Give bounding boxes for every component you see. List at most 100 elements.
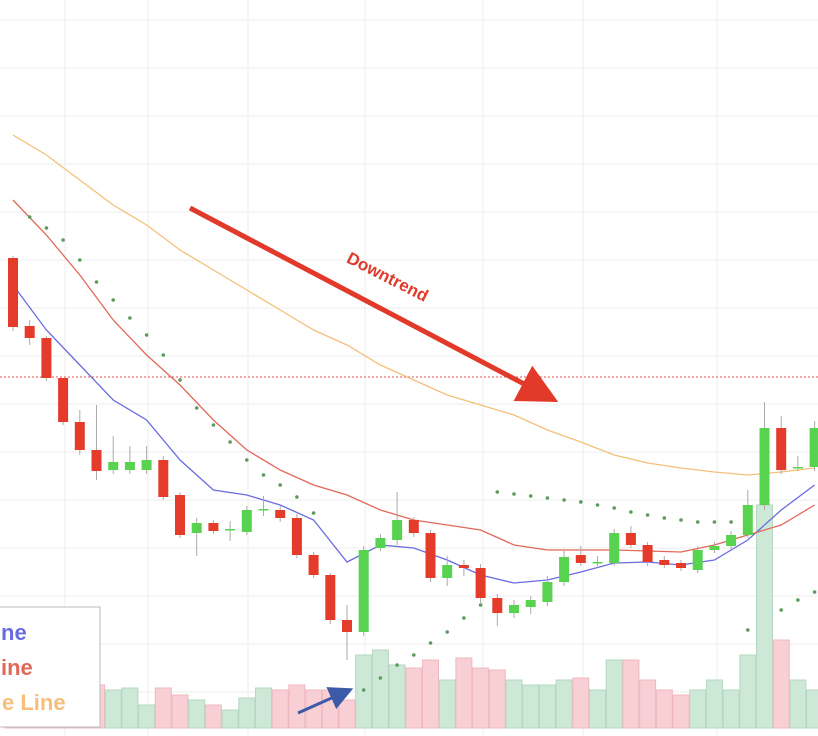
candle-body: [659, 560, 670, 565]
volume-bar: [522, 684, 540, 729]
psar-dot: [94, 280, 99, 284]
psar-dot: [194, 406, 199, 410]
legend-label: ine: [1, 655, 33, 680]
candle-body: [792, 467, 803, 469]
candle-body: [74, 422, 85, 450]
volume-bar: [806, 689, 818, 729]
psar-dot: [562, 498, 566, 502]
volume-bar: [422, 659, 439, 729]
volume-bar: [572, 677, 590, 729]
psar-dot: [278, 483, 283, 487]
candle-body: [726, 535, 737, 546]
volume-bar: [138, 704, 156, 729]
volume-bar: [488, 669, 506, 729]
volume-bar: [538, 684, 556, 729]
volume-bar: [622, 659, 640, 729]
ma-line: [12, 284, 815, 584]
candle-body: [525, 600, 536, 607]
psar-dot: [44, 226, 49, 230]
psar-dot: [295, 495, 299, 499]
psar-dot: [662, 516, 667, 520]
psar-dot: [545, 496, 550, 500]
volume-bar: [171, 694, 189, 729]
candle-body: [308, 555, 319, 575]
psar-dot: [128, 316, 132, 320]
candle-body: [124, 462, 135, 470]
psar-dot: [478, 603, 483, 607]
trend-arrow: [188, 205, 559, 402]
pointer-arrow: [297, 687, 354, 715]
volume-bar: [388, 664, 406, 729]
candle-body: [175, 495, 185, 535]
legend-label: ne: [1, 620, 27, 645]
volume-bar: [455, 657, 473, 729]
ma-line: [12, 199, 815, 553]
volume-bar: [188, 699, 206, 729]
volume-bar: [154, 687, 172, 729]
candle-body: [542, 582, 553, 602]
psar-dot: [512, 492, 516, 496]
candle-body: [625, 533, 636, 545]
volume-bar: [739, 654, 757, 729]
psar-dot: [462, 616, 466, 620]
candle-body: [275, 510, 286, 518]
candle-body: [41, 338, 52, 378]
candle-body: [375, 538, 386, 548]
candle-body: [8, 258, 18, 327]
legend: [0, 606, 101, 728]
psar-dot: [812, 590, 817, 594]
psar-dot: [629, 510, 633, 514]
volume-bar: [705, 679, 723, 729]
candle-body: [225, 529, 236, 531]
volume-bar: [589, 689, 606, 729]
candle-body: [475, 568, 486, 598]
candle-body: [342, 620, 352, 632]
psar-dot: [261, 473, 266, 477]
candle-body: [392, 520, 403, 540]
psar-dot: [395, 663, 399, 667]
volume-bar: [789, 679, 807, 729]
volume-bar: [255, 687, 272, 729]
candle-layer: [8, 256, 818, 660]
volume-bar: [371, 649, 389, 729]
psar-dot: [695, 520, 700, 524]
volume-bar: [772, 639, 790, 729]
psar-dot: [796, 598, 800, 602]
psar-dot: [428, 641, 433, 645]
candle-body: [692, 550, 703, 570]
legend-label: e Line: [2, 690, 66, 715]
candle-body: [91, 450, 102, 471]
psar-dot: [228, 440, 232, 444]
candle-body: [425, 533, 436, 578]
psar-dot: [245, 458, 249, 462]
candle-body: [509, 605, 519, 613]
volume-bar: [271, 689, 289, 729]
candle-body: [559, 557, 570, 582]
candle-body: [408, 520, 419, 533]
psar-dot: [729, 520, 733, 524]
volume-bar: [438, 679, 456, 729]
candle-body: [809, 428, 818, 467]
volume-layer: [4, 504, 818, 729]
psar-dot: [679, 518, 683, 522]
candle-body: [58, 378, 69, 422]
psar-dot: [144, 333, 149, 337]
volume-bar: [405, 667, 423, 729]
candle-body: [458, 565, 469, 568]
candle-body: [325, 575, 336, 620]
candle-body: [609, 533, 620, 563]
volume-bar: [338, 699, 356, 729]
psar-dot: [746, 628, 750, 632]
psar-dot: [178, 378, 182, 382]
volume-bar: [104, 689, 122, 729]
legend-items: ne ine e Line: [1, 620, 66, 715]
candle-body: [776, 428, 787, 470]
volume-bar: [689, 689, 707, 729]
candle-body: [642, 545, 653, 562]
candle-body: [676, 563, 686, 568]
psar-dot: [78, 258, 82, 262]
candle-body: [191, 523, 202, 533]
psar-dot: [378, 676, 383, 680]
